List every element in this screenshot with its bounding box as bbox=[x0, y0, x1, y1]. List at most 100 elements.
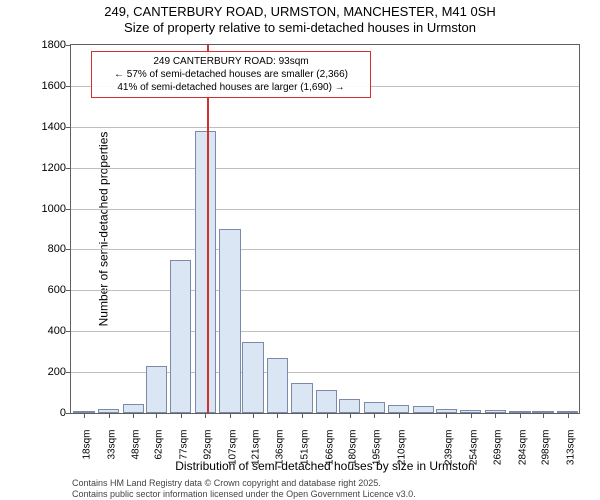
x-tick-mark bbox=[446, 414, 447, 418]
histogram-bar bbox=[242, 342, 263, 413]
histogram-bar bbox=[98, 409, 119, 413]
x-tick-mark bbox=[568, 414, 569, 418]
y-tick-label: 1800 bbox=[20, 39, 66, 51]
x-tick-label: 210sqm bbox=[396, 430, 407, 480]
gridline bbox=[71, 168, 579, 169]
x-tick-mark bbox=[230, 414, 231, 418]
y-tick-label: 0 bbox=[20, 407, 66, 419]
histogram-bar bbox=[267, 358, 288, 413]
annotation-line-2: ← 57% of semi-detached houses are smalle… bbox=[96, 68, 366, 81]
histogram-bar bbox=[291, 383, 312, 413]
y-tick-label: 1400 bbox=[20, 121, 66, 133]
histogram-bar bbox=[388, 405, 409, 413]
x-tick-mark bbox=[471, 414, 472, 418]
annotation-box: 249 CANTERBURY ROAD: 93sqm ← 57% of semi… bbox=[91, 51, 371, 98]
x-tick-mark bbox=[109, 414, 110, 418]
histogram-bar bbox=[73, 411, 94, 413]
histogram-bar bbox=[364, 402, 385, 413]
x-tick-mark bbox=[327, 414, 328, 418]
x-tick-label: 77sqm bbox=[178, 430, 189, 480]
y-tick-mark bbox=[66, 168, 70, 169]
footer-line-2: Contains public sector information licen… bbox=[72, 489, 416, 500]
x-tick-mark bbox=[399, 414, 400, 418]
x-tick-label: 166sqm bbox=[324, 430, 335, 480]
histogram-bar bbox=[413, 406, 434, 413]
x-tick-label: 269sqm bbox=[493, 430, 504, 480]
x-tick-mark bbox=[350, 414, 351, 418]
gridline bbox=[71, 290, 579, 291]
x-tick-label: 48sqm bbox=[131, 430, 142, 480]
histogram-bar bbox=[485, 410, 506, 413]
y-tick-label: 1000 bbox=[20, 203, 66, 215]
footer-line-1: Contains HM Land Registry data © Crown c… bbox=[72, 478, 416, 489]
histogram-bar bbox=[339, 399, 360, 413]
x-tick-label: 151sqm bbox=[300, 430, 311, 480]
x-tick-mark bbox=[133, 414, 134, 418]
y-tick-mark bbox=[66, 331, 70, 332]
histogram-bar bbox=[509, 411, 530, 413]
chart-container: 249, CANTERBURY ROAD, URMSTON, MANCHESTE… bbox=[0, 0, 600, 500]
x-tick-mark bbox=[495, 414, 496, 418]
x-tick-mark bbox=[84, 414, 85, 418]
x-tick-label: 62sqm bbox=[154, 430, 165, 480]
histogram-bar bbox=[316, 390, 337, 414]
x-tick-mark bbox=[277, 414, 278, 418]
histogram-bar bbox=[460, 410, 481, 413]
x-tick-label: 92sqm bbox=[203, 430, 214, 480]
x-tick-label: 298sqm bbox=[540, 430, 551, 480]
x-tick-mark bbox=[156, 414, 157, 418]
y-tick-mark bbox=[66, 372, 70, 373]
x-tick-label: 136sqm bbox=[275, 430, 286, 480]
x-tick-label: 18sqm bbox=[82, 430, 93, 480]
histogram-bar bbox=[436, 409, 457, 413]
y-tick-mark bbox=[66, 249, 70, 250]
chart-title: 249, CANTERBURY ROAD, URMSTON, MANCHESTE… bbox=[0, 4, 600, 37]
x-tick-mark bbox=[520, 414, 521, 418]
x-tick-label: 180sqm bbox=[347, 430, 358, 480]
x-tick-label: 107sqm bbox=[227, 430, 238, 480]
annotation-line-1: 249 CANTERBURY ROAD: 93sqm bbox=[96, 55, 366, 68]
x-tick-mark bbox=[253, 414, 254, 418]
x-tick-label: 33sqm bbox=[106, 430, 117, 480]
y-tick-label: 800 bbox=[20, 243, 66, 255]
plot-area: 249 CANTERBURY ROAD: 93sqm ← 57% of semi… bbox=[70, 44, 580, 414]
histogram-bar bbox=[170, 260, 191, 413]
x-tick-mark bbox=[181, 414, 182, 418]
title-line-2: Size of property relative to semi-detach… bbox=[0, 20, 600, 36]
x-tick-label: 195sqm bbox=[372, 430, 383, 480]
gridline bbox=[71, 249, 579, 250]
x-tick-label: 254sqm bbox=[468, 430, 479, 480]
y-tick-mark bbox=[66, 45, 70, 46]
gridline bbox=[71, 209, 579, 210]
reference-line bbox=[207, 45, 209, 413]
x-tick-label: 284sqm bbox=[518, 430, 529, 480]
y-tick-label: 1600 bbox=[20, 80, 66, 92]
histogram-bar bbox=[557, 411, 578, 413]
histogram-bar bbox=[195, 131, 216, 413]
title-line-1: 249, CANTERBURY ROAD, URMSTON, MANCHESTE… bbox=[0, 4, 600, 20]
y-tick-mark bbox=[66, 290, 70, 291]
y-tick-label: 200 bbox=[20, 366, 66, 378]
y-tick-mark bbox=[66, 413, 70, 414]
gridline bbox=[71, 127, 579, 128]
histogram-bar bbox=[219, 229, 240, 413]
x-tick-mark bbox=[374, 414, 375, 418]
y-tick-mark bbox=[66, 209, 70, 210]
x-tick-label: 239sqm bbox=[444, 430, 455, 480]
gridline bbox=[71, 331, 579, 332]
y-tick-label: 1200 bbox=[20, 162, 66, 174]
y-tick-mark bbox=[66, 86, 70, 87]
x-tick-mark bbox=[302, 414, 303, 418]
annotation-line-3: 41% of semi-detached houses are larger (… bbox=[96, 81, 366, 94]
y-tick-mark bbox=[66, 127, 70, 128]
footer-attribution: Contains HM Land Registry data © Crown c… bbox=[72, 478, 416, 500]
y-tick-label: 400 bbox=[20, 325, 66, 337]
x-tick-mark bbox=[543, 414, 544, 418]
x-tick-label: 121sqm bbox=[250, 430, 261, 480]
histogram-bar bbox=[532, 411, 553, 413]
histogram-bar bbox=[123, 404, 144, 413]
histogram-bar bbox=[146, 366, 167, 413]
x-tick-label: 313sqm bbox=[565, 430, 576, 480]
y-tick-label: 600 bbox=[20, 284, 66, 296]
x-tick-mark bbox=[205, 414, 206, 418]
